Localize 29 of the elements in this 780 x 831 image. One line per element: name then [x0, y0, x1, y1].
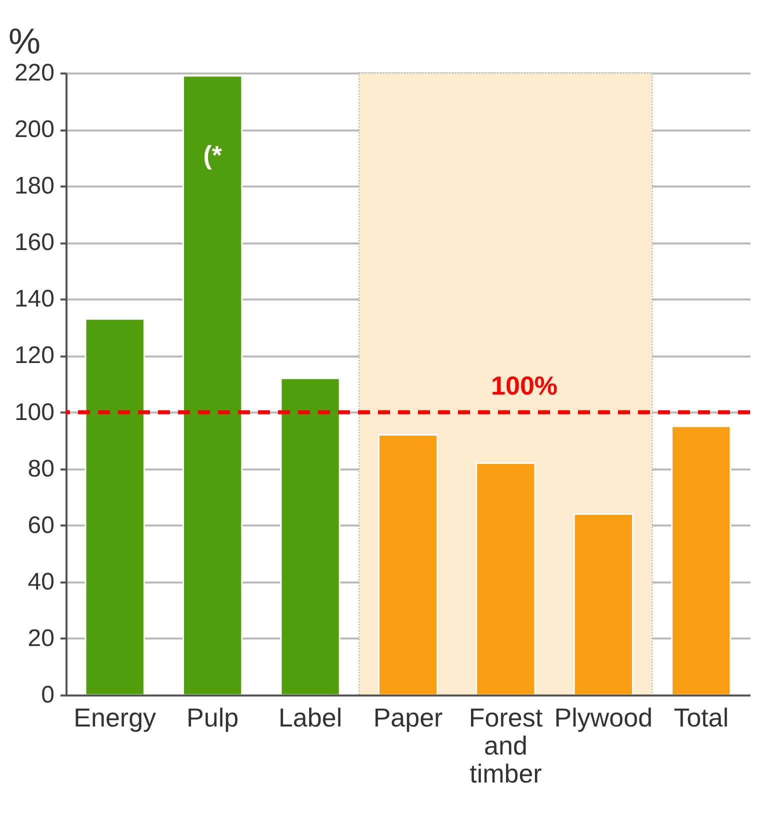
- y-tick-label: 100: [14, 398, 54, 426]
- y-tick-label: 200: [14, 116, 54, 144]
- x-tick-label: Forest and timber: [468, 702, 544, 788]
- ref-line-label: 100%: [491, 370, 558, 400]
- x-tick-label: Paper: [373, 702, 444, 732]
- bar: [280, 378, 340, 696]
- bar: [378, 434, 438, 696]
- y-tick-label: 40: [28, 568, 54, 596]
- bar: [476, 462, 536, 696]
- y-axis-title: %: [8, 20, 41, 62]
- bar: [573, 513, 634, 696]
- y-tick-label: 220: [14, 60, 54, 86]
- y-tick-label: 60: [28, 512, 54, 539]
- x-tick-label: Plywood: [554, 702, 653, 732]
- y-tick-label: 0: [41, 682, 54, 708]
- bar: [182, 75, 243, 696]
- y-tick-label: 140: [14, 286, 54, 313]
- y-tick-label: 120: [14, 342, 54, 370]
- x-tick-label: Pulp: [186, 702, 239, 732]
- y-tick-label: 180: [14, 172, 54, 200]
- x-tick-label: Label: [278, 702, 342, 732]
- bar: [84, 318, 145, 696]
- x-tick-label: Energy: [74, 702, 156, 732]
- x-tick-label: Total: [674, 702, 729, 732]
- bar: [671, 426, 732, 696]
- y-tick-label: 160: [14, 229, 54, 256]
- y-tick-label: 20: [28, 624, 54, 652]
- y-tick-label: 80: [28, 455, 54, 482]
- annotation: (*: [203, 140, 223, 170]
